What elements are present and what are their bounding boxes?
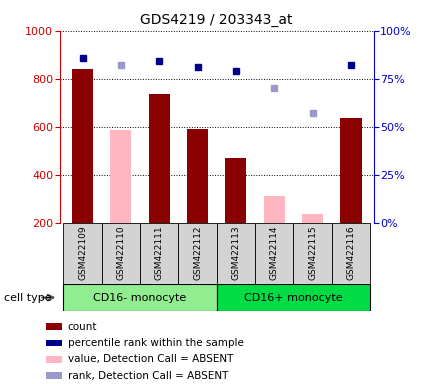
- Text: GSM422110: GSM422110: [116, 225, 125, 280]
- Bar: [140, 223, 178, 284]
- Text: CD16+ monocyte: CD16+ monocyte: [244, 293, 343, 303]
- Bar: [63, 223, 102, 284]
- Bar: [178, 223, 217, 284]
- Text: GSM422112: GSM422112: [193, 225, 202, 280]
- Bar: [264, 196, 285, 223]
- Text: rank, Detection Call = ABSENT: rank, Detection Call = ABSENT: [68, 371, 228, 381]
- Text: CD16- monocyte: CD16- monocyte: [94, 293, 187, 303]
- Bar: [72, 69, 93, 223]
- Text: GSM422114: GSM422114: [270, 225, 279, 280]
- Bar: [63, 284, 217, 311]
- Bar: [187, 129, 208, 223]
- Bar: [102, 223, 140, 284]
- Bar: [293, 223, 332, 284]
- Text: GSM422113: GSM422113: [232, 225, 241, 280]
- Bar: [46, 356, 62, 362]
- Text: count: count: [68, 322, 97, 332]
- Text: percentile rank within the sample: percentile rank within the sample: [68, 338, 244, 348]
- Title: GDS4219 / 203343_at: GDS4219 / 203343_at: [141, 13, 293, 27]
- Bar: [46, 340, 62, 346]
- Bar: [302, 214, 323, 223]
- Bar: [332, 223, 370, 284]
- Bar: [225, 158, 246, 223]
- Bar: [46, 372, 62, 379]
- Bar: [217, 284, 370, 311]
- Text: GSM422111: GSM422111: [155, 225, 164, 280]
- Text: GSM422115: GSM422115: [308, 225, 317, 280]
- Bar: [340, 118, 362, 223]
- Bar: [110, 130, 131, 223]
- Bar: [149, 94, 170, 223]
- Text: cell type: cell type: [4, 293, 52, 303]
- Text: GSM422109: GSM422109: [78, 225, 87, 280]
- Text: value, Detection Call = ABSENT: value, Detection Call = ABSENT: [68, 354, 233, 364]
- Bar: [217, 223, 255, 284]
- Text: GSM422116: GSM422116: [346, 225, 355, 280]
- Bar: [46, 323, 62, 330]
- Bar: [255, 223, 293, 284]
